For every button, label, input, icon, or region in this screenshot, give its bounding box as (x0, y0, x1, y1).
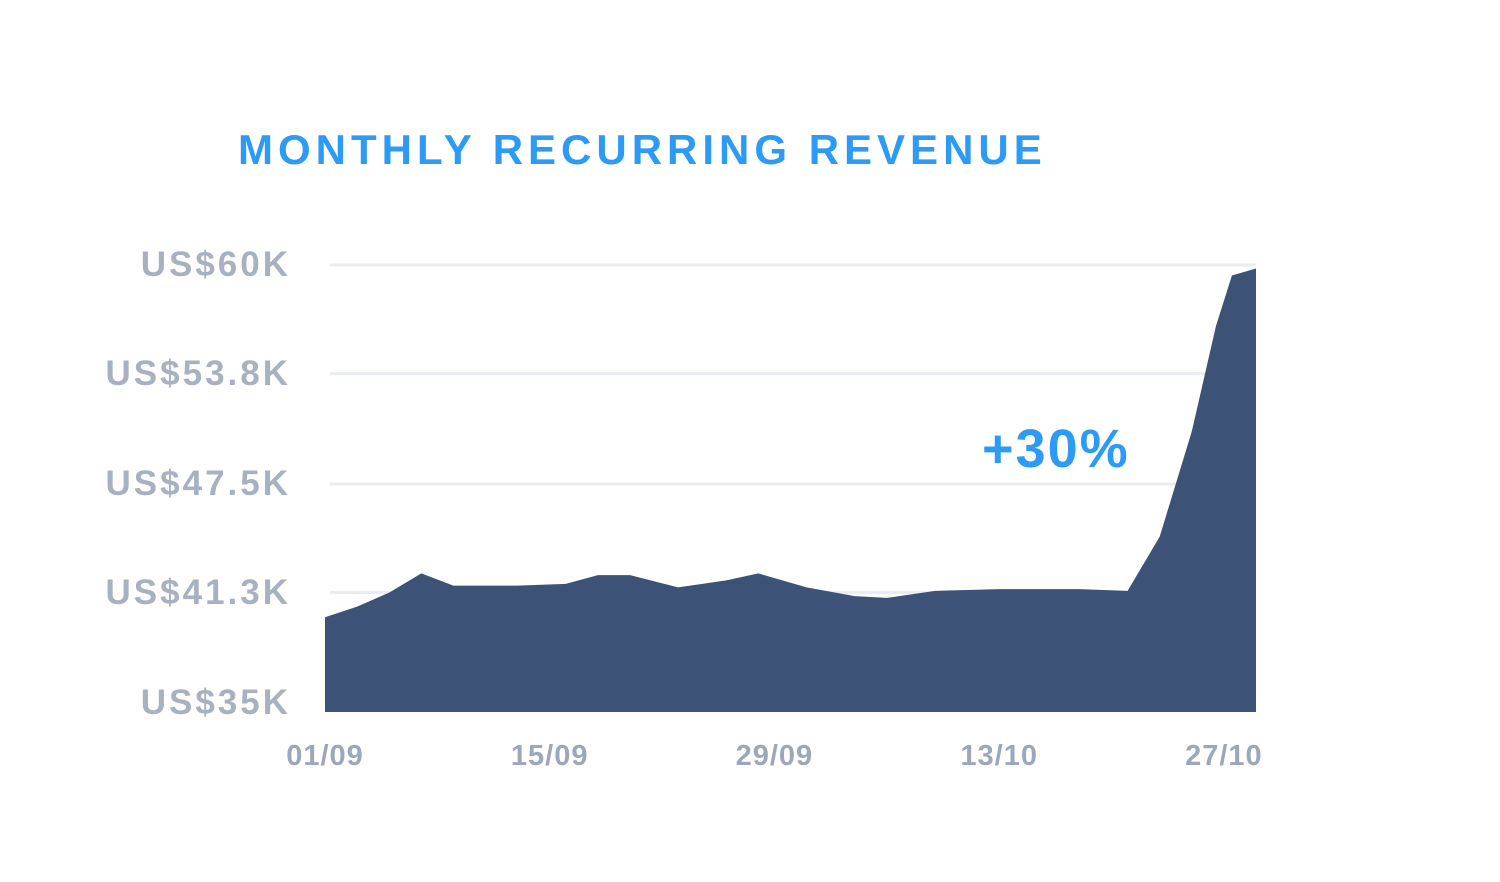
chart-title: MONTHLY RECURRING REVENUE (238, 126, 1047, 173)
y-axis-label: US$35K (140, 683, 291, 722)
x-axis-label: 01/09 (286, 740, 364, 772)
growth-annotation: +30% (982, 419, 1130, 479)
x-axis-label: 29/09 (735, 740, 814, 772)
x-axis-label: 13/10 (960, 740, 1038, 772)
y-axis-label: US$41.3K (105, 572, 291, 612)
y-axis-label: US$60K (140, 245, 291, 284)
mrr-area-series (325, 268, 1256, 712)
y-axis-label: US$47.5K (105, 464, 291, 503)
x-axis-label: 27/10 (1185, 740, 1263, 772)
y-axis-label: US$53.8K (105, 353, 291, 393)
x-axis-label: 15/09 (510, 740, 589, 772)
